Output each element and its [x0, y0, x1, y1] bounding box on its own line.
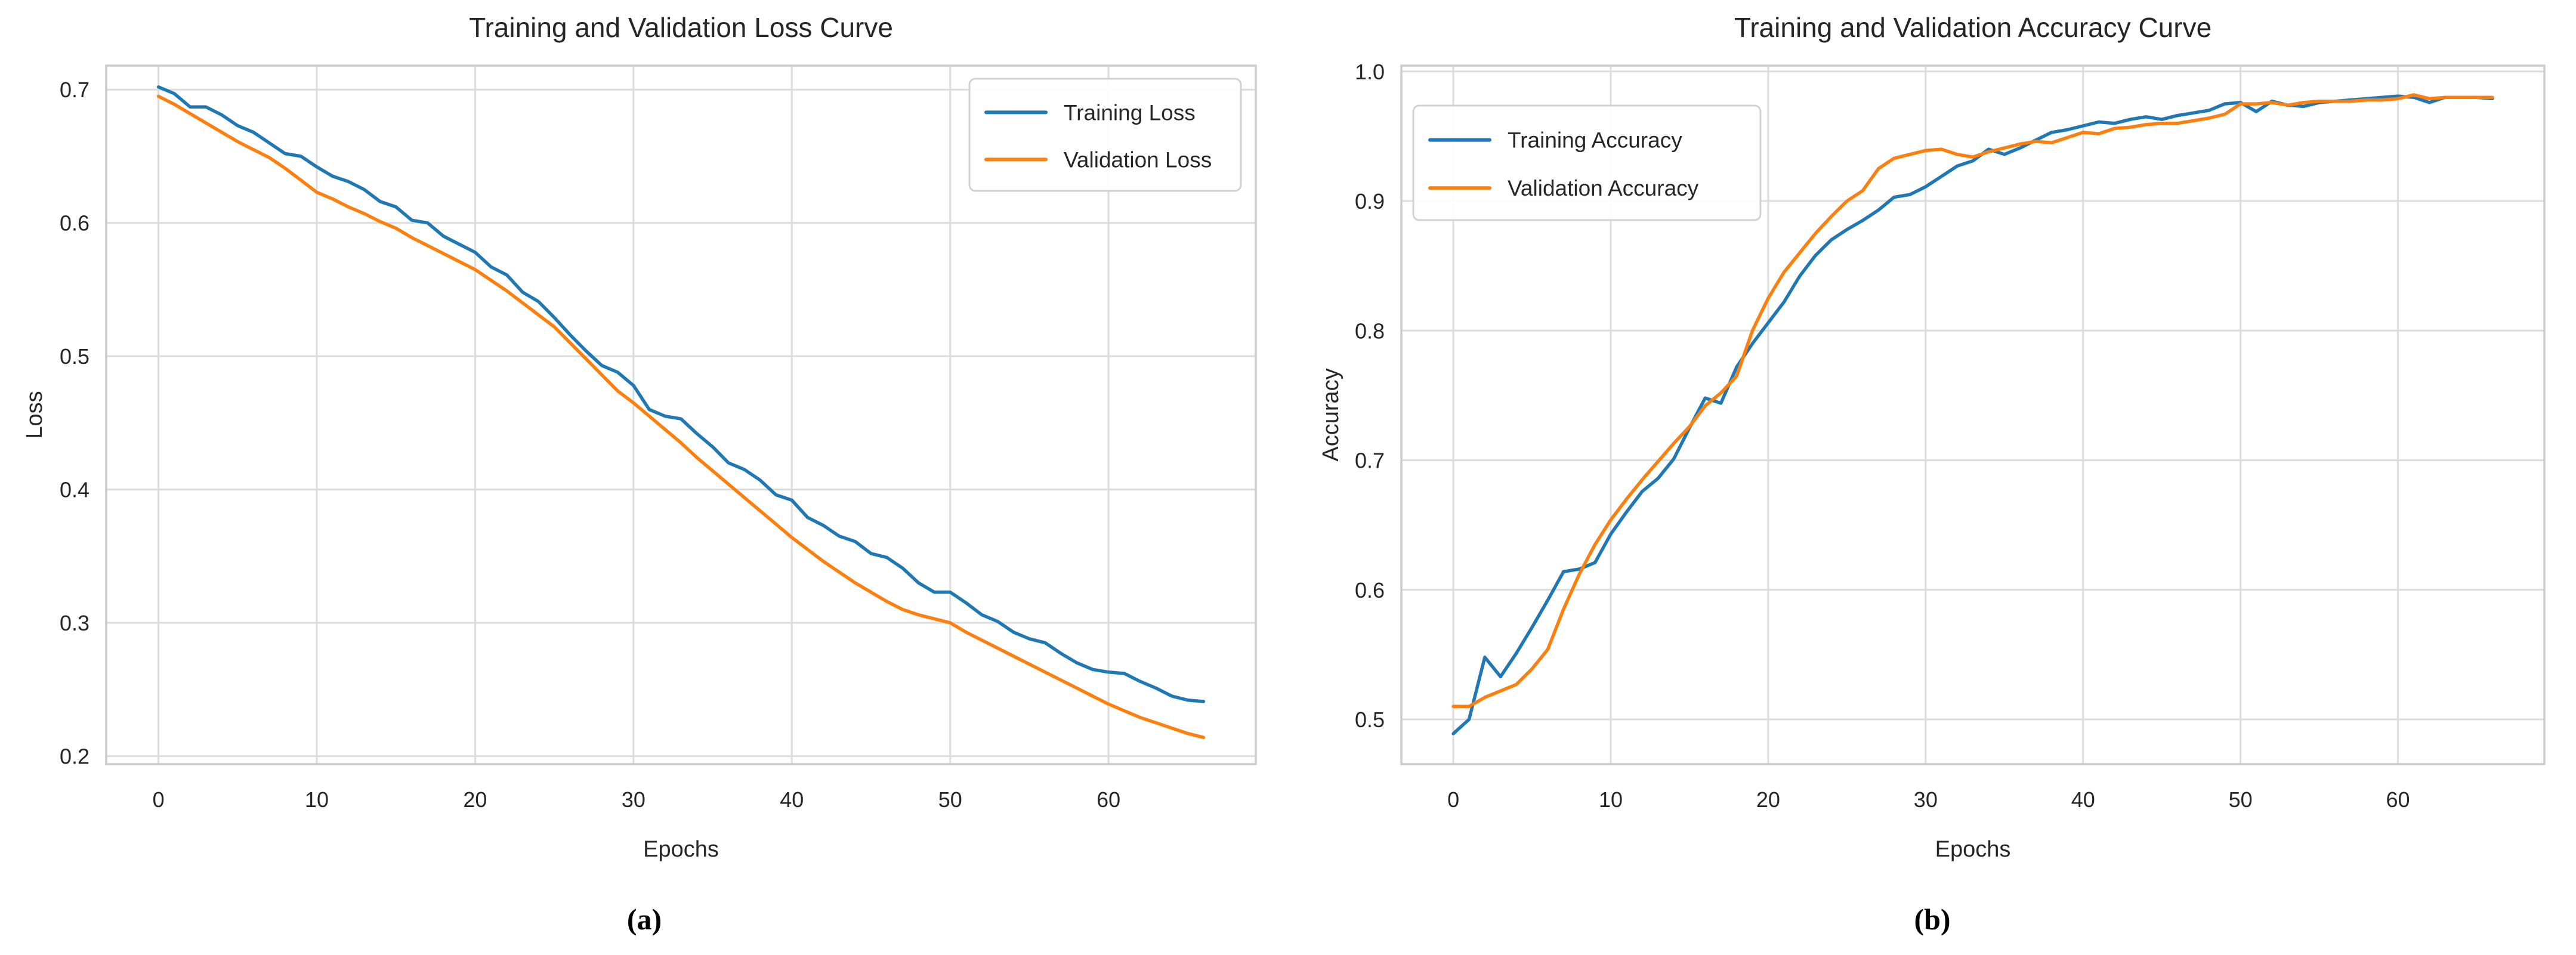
y-tick-label: 1.0: [1355, 60, 1385, 84]
y-tick-label: 0.6: [60, 211, 89, 236]
x-tick-label: 0: [153, 787, 165, 812]
legend-label: Training Loss: [1064, 100, 1196, 125]
x-tick-label: 20: [463, 787, 487, 812]
accuracy-subfigure-caption: (b): [1914, 903, 1950, 936]
x-tick-label: 60: [2386, 787, 2410, 812]
x-tick-label: 0: [1447, 787, 1459, 812]
x-tick-label: 40: [2071, 787, 2095, 812]
loss-legend: Training Loss Validation Loss: [968, 78, 1242, 192]
x-tick-label: 50: [2229, 787, 2253, 812]
y-tick-label: 0.7: [60, 78, 89, 102]
loss-yaxis-label: Loss: [22, 391, 47, 438]
y-tick-label: 0.4: [60, 478, 89, 502]
y-tick-label: 0.7: [1355, 449, 1385, 473]
legend-label: Validation Loss: [1064, 147, 1212, 172]
y-tick-label: 0.6: [1355, 578, 1385, 602]
loss-chart-title: Training and Validation Loss Curve: [469, 12, 893, 43]
legend-box: [1412, 104, 1762, 221]
accuracy-xaxis-label: Epochs: [1935, 837, 2011, 862]
validation-accuracy-line: [1451, 93, 2494, 709]
y-tick-label: 0.8: [1355, 319, 1385, 343]
accuracy-chart-title: Training and Validation Accuracy Curve: [1734, 12, 2211, 43]
loss-xaxis-label: Epochs: [643, 837, 719, 862]
x-tick-label: 50: [938, 787, 962, 812]
accuracy-legend: Training Accuracy Validation Accuracy: [1412, 104, 1762, 221]
validation-loss-line: [156, 94, 1206, 740]
loss-chart: Training and Validation Loss Curve 0 10 20 3…: [22, 12, 1257, 936]
x-tick-label: 30: [622, 787, 645, 812]
accuracy-chart: Training and Validation Accuracy Curve 0 1…: [1318, 12, 2546, 936]
x-tick-label: 30: [1914, 787, 1938, 812]
legend-label: Validation Accuracy: [1508, 176, 1699, 200]
accuracy-plot-border: [1400, 64, 2546, 765]
training-loss-line: [156, 85, 1206, 703]
y-tick-label: 0.5: [60, 344, 89, 369]
x-tick-label: 60: [1097, 787, 1120, 812]
y-tick-label: 0.9: [1355, 189, 1385, 214]
x-tick-label: 10: [305, 787, 329, 812]
legend-box: [968, 78, 1242, 192]
y-tick-label: 0.5: [1355, 707, 1385, 732]
legend-label: Training Accuracy: [1508, 128, 1682, 153]
loss-plot-border: [105, 64, 1257, 765]
x-tick-label: 20: [1756, 787, 1780, 812]
x-tick-label: 10: [1599, 787, 1623, 812]
y-tick-label: 0.3: [60, 611, 89, 635]
x-tick-label: 40: [780, 787, 804, 812]
loss-subfigure-caption: (a): [627, 903, 662, 936]
accuracy-yaxis-label: Accuracy: [1318, 368, 1343, 461]
y-tick-label: 0.2: [60, 744, 89, 769]
